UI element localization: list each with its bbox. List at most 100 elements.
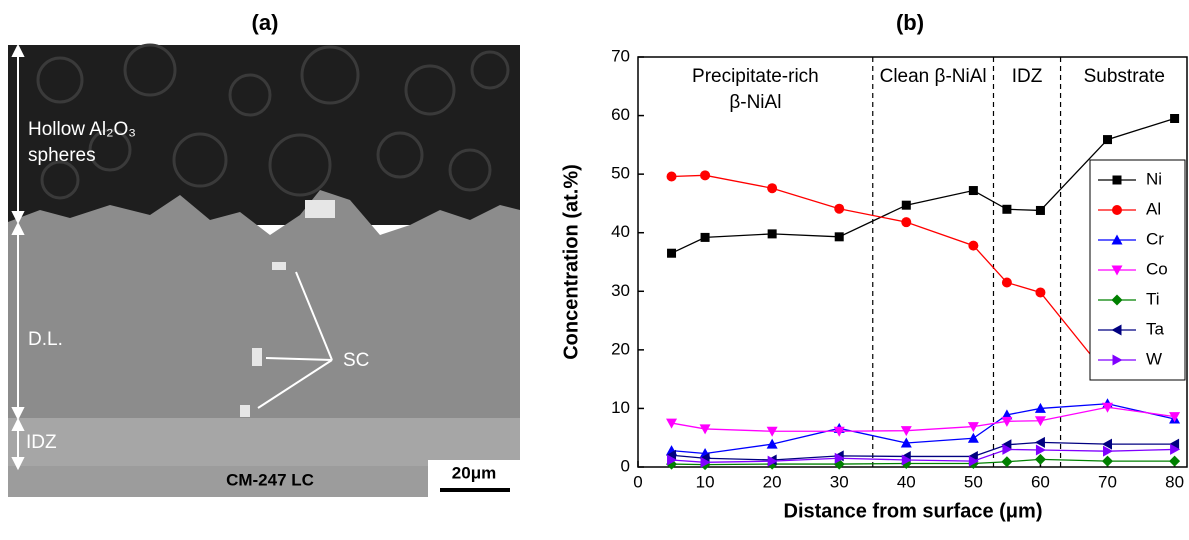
region-label: Precipitate-rich xyxy=(692,66,819,87)
marker xyxy=(666,418,678,429)
marker xyxy=(1035,205,1045,215)
marker xyxy=(900,426,912,437)
legend-marker xyxy=(1111,234,1123,245)
marker xyxy=(834,452,845,464)
marker xyxy=(834,203,845,214)
idz-layer xyxy=(8,418,520,466)
panel-title: (a) xyxy=(252,10,279,35)
coating-label: Hollow Al₂O₃ xyxy=(28,119,136,140)
marker xyxy=(700,232,710,242)
legend-label: Ta xyxy=(1146,319,1165,338)
marker xyxy=(700,456,711,468)
precipitates xyxy=(240,200,335,417)
marker xyxy=(667,454,678,466)
series-line xyxy=(671,174,1175,377)
marker xyxy=(666,449,677,461)
marker xyxy=(1169,412,1181,423)
series-line xyxy=(671,458,1175,466)
y-tick-label: 60 xyxy=(611,105,630,124)
marker xyxy=(1103,445,1114,457)
marker xyxy=(1001,439,1012,451)
marker xyxy=(1035,444,1046,456)
marker xyxy=(1103,135,1113,145)
series-line xyxy=(671,448,1175,463)
marker xyxy=(1035,287,1046,298)
marker xyxy=(833,426,845,437)
marker xyxy=(1001,277,1012,288)
marker xyxy=(1034,453,1046,465)
legend-label: Al xyxy=(1146,199,1161,218)
marker xyxy=(767,455,778,467)
legend-marker xyxy=(1111,265,1123,276)
legend-marker xyxy=(1112,354,1123,366)
marker xyxy=(1169,455,1181,467)
spheres xyxy=(36,43,510,200)
idz-label: IDZ xyxy=(26,432,57,453)
marker xyxy=(1169,438,1180,450)
x-tick-label: 50 xyxy=(964,472,983,491)
marker xyxy=(1170,114,1180,123)
substrate-label: CM-247 LC xyxy=(226,470,314,489)
phase-label: SC xyxy=(343,350,369,371)
marker xyxy=(1002,443,1013,455)
legend-label: Cr xyxy=(1146,229,1164,248)
marker xyxy=(967,422,979,433)
marker xyxy=(1170,443,1181,455)
legend-marker xyxy=(1112,205,1122,215)
series-line xyxy=(671,441,1175,461)
legend-marker xyxy=(1112,175,1122,185)
legend-marker xyxy=(1111,324,1122,336)
scale-bar-label: 20μm xyxy=(452,463,496,482)
x-tick-label: 10 xyxy=(696,472,715,491)
y-tick-label: 30 xyxy=(611,281,630,300)
marker xyxy=(699,424,711,435)
x-tick-label: 30 xyxy=(830,472,849,491)
x-tick-label: 70 xyxy=(1098,472,1117,491)
coating-label: spheres xyxy=(28,145,96,166)
series-line xyxy=(671,406,1175,432)
legend-label: Ni xyxy=(1146,169,1162,188)
marker xyxy=(700,170,711,181)
marker xyxy=(666,171,677,182)
x-axis-label: Distance from surface (μm) xyxy=(784,500,1043,522)
marker xyxy=(1102,455,1114,467)
series-line xyxy=(671,117,1175,254)
legend-label: Ti xyxy=(1146,289,1160,308)
annotation-arrows xyxy=(11,43,333,471)
x-tick-label: 60 xyxy=(1031,472,1050,491)
panel-title: (b) xyxy=(896,10,924,35)
marker xyxy=(968,186,978,196)
marker xyxy=(1002,204,1012,214)
micrograph: (a) Hollow Al₂O₃ spheres D.L. SC IDZ CM-… xyxy=(8,10,520,497)
y-tick-label: 40 xyxy=(611,222,630,241)
x-tick-label: 0 xyxy=(633,472,642,491)
x-tick-label: 80 xyxy=(1165,472,1184,491)
x-tick-label: 20 xyxy=(763,472,782,491)
marker xyxy=(900,437,912,448)
y-tick-label: 0 xyxy=(621,456,630,475)
marker xyxy=(1034,436,1045,448)
x-tick-label: 40 xyxy=(897,472,916,491)
region-label: Substrate xyxy=(1084,66,1165,87)
y-axis-label: Concentration (at.%) xyxy=(560,164,582,360)
plot-frame xyxy=(637,56,1188,468)
marker xyxy=(901,200,911,210)
series-line xyxy=(671,403,1175,455)
diffusion-layer xyxy=(8,190,520,418)
marker xyxy=(1102,438,1113,450)
marker xyxy=(767,229,777,239)
marker xyxy=(968,240,979,251)
marker xyxy=(901,454,912,466)
marker xyxy=(766,426,778,437)
region-label: β-NiAl xyxy=(729,92,781,113)
region-label: IDZ xyxy=(1012,66,1043,87)
marker xyxy=(1034,402,1046,413)
region-label: Clean β-NiAl xyxy=(880,66,987,87)
marker xyxy=(967,432,979,443)
legend-label: W xyxy=(1146,349,1162,368)
legend-marker xyxy=(1111,294,1123,306)
y-tick-label: 10 xyxy=(611,398,630,417)
marker xyxy=(1001,416,1013,427)
y-tick-label: 50 xyxy=(611,164,630,183)
